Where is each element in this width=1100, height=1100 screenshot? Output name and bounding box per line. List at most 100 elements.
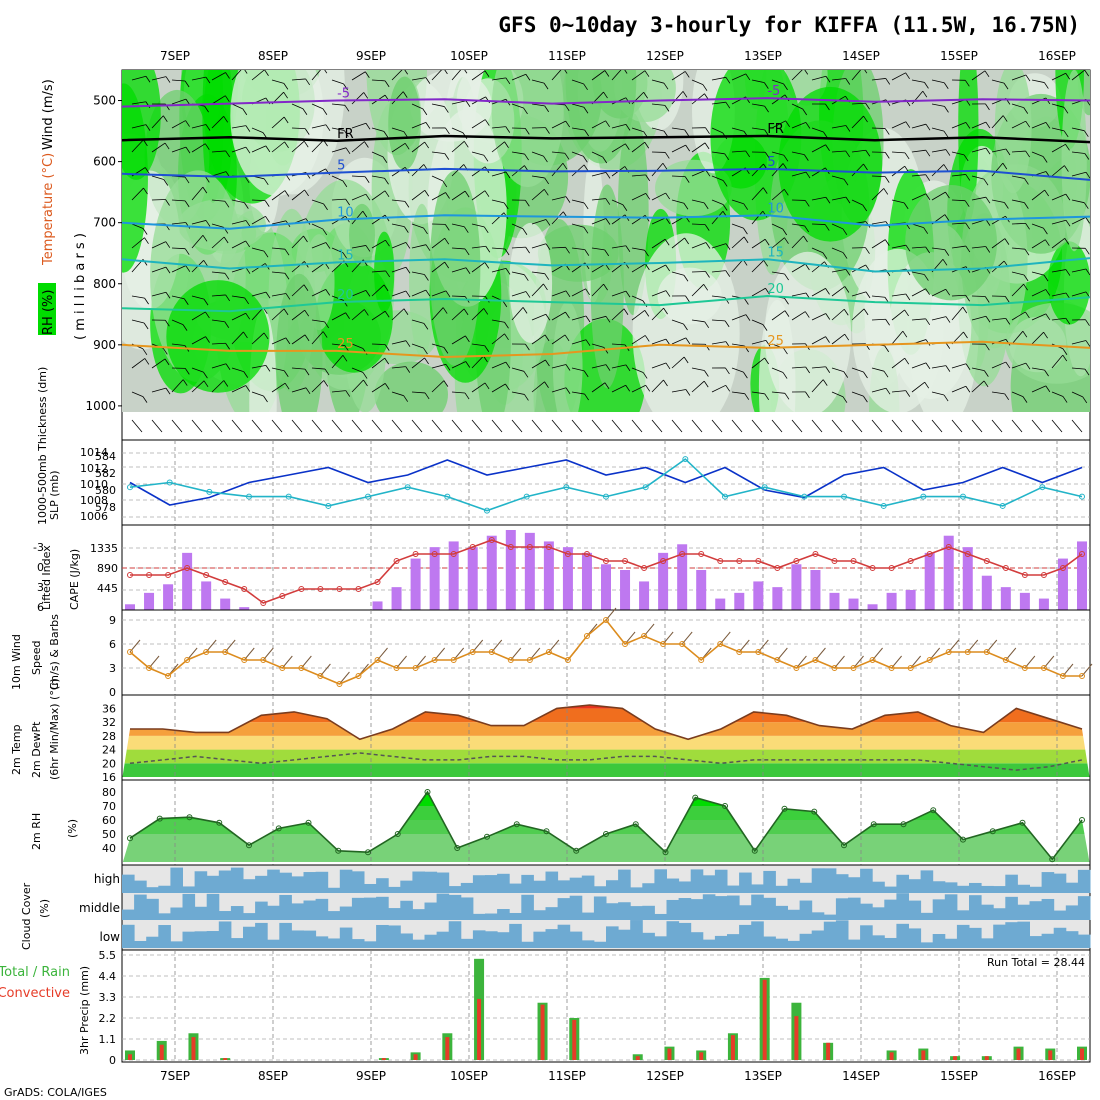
- upper-wind-barb-flag: [1005, 148, 1011, 156]
- cloud-bar: [170, 941, 183, 948]
- upper-wind-barb-flag: [904, 152, 910, 160]
- upper-wind-barb-flag: [1043, 227, 1048, 235]
- upper-wind-barb-flag: [945, 149, 951, 156]
- upper-wind-barb: [211, 271, 226, 274]
- upper-wind-barb: [831, 247, 844, 253]
- upper-wind-barb: [331, 312, 346, 321]
- upper-wind-barb: [691, 284, 704, 297]
- cloud-bar: [218, 911, 232, 920]
- upper-wind-barb: [311, 331, 324, 345]
- upper-wind-barb-flag: [565, 387, 571, 394]
- cloud-bar: [412, 871, 425, 893]
- upper-wind-barb-flag: [225, 150, 231, 158]
- upper-wind-barb: [311, 289, 326, 297]
- upper-wind-barb-flag: [365, 245, 371, 252]
- upper-wind-barb-flag: [665, 264, 671, 272]
- upper-wind-barb-flag: [564, 104, 570, 112]
- upper-wind-barb: [131, 237, 145, 249]
- upper-wind-barb-flag: [924, 381, 930, 389]
- lifted-index-line-point: [603, 558, 609, 564]
- upper-wind-barb-flag: [1044, 82, 1049, 89]
- upper-wind-barb-flag: [945, 191, 950, 199]
- upper-wind-barb: [391, 199, 405, 202]
- upper-wind-barb-flag: [683, 356, 689, 364]
- upper-wind-barb-flag: [265, 365, 271, 372]
- upper-wind-barb-flag: [745, 73, 751, 81]
- upper-wind-barb: [211, 342, 226, 345]
- upper-wind-barb: [231, 240, 246, 249]
- upper-wind-barb: [651, 362, 667, 369]
- cloud-bar: [1017, 884, 1030, 893]
- upper-wind-barb: [811, 223, 826, 225]
- upper-wind-barb: [311, 103, 324, 110]
- cloud-bar: [969, 895, 982, 920]
- upper-wind-barb: [911, 174, 926, 177]
- cloud-bar: [1029, 936, 1043, 948]
- upper-wind-barb-flag: [324, 368, 330, 376]
- upper-wind-barb-flag: [322, 228, 328, 236]
- upper-wind-barb-flag: [625, 385, 631, 392]
- upper-wind-barb: [751, 187, 764, 201]
- upper-wind-barb: [991, 162, 1004, 177]
- upper-wind-barb: [911, 288, 926, 297]
- wind-speed-line-point: [869, 657, 876, 663]
- upper-wind-barb-flag: [965, 174, 971, 181]
- rh-legend-swatch: [38, 283, 56, 335]
- upper-wind-barb-flag: [1044, 239, 1050, 246]
- upper-wind-barb-flag: [165, 241, 171, 248]
- upper-wind-barb-flag: [285, 337, 291, 345]
- upper-wind-barb-flag: [843, 371, 849, 378]
- cloud-bar: [557, 880, 571, 893]
- upper-wind-barb-flag: [185, 146, 191, 154]
- cloud-bar: [763, 870, 776, 893]
- upper-wind-barb-flag: [484, 345, 490, 352]
- upper-wind-barb-flag: [383, 131, 389, 138]
- cloud-bar: [158, 913, 171, 920]
- upper-wind-barb: [191, 311, 206, 321]
- upper-wind-barb-flag: [205, 124, 211, 131]
- upper-wind-barb-flag: [783, 155, 789, 162]
- upper-wind-barb: [811, 75, 827, 81]
- upper-wind-barb-flag: [804, 225, 810, 233]
- upper-wind-barb: [711, 175, 724, 181]
- lifted-index-line-point: [260, 600, 267, 606]
- upper-wind-barb: [771, 79, 784, 85]
- upper-wind-barb-flag: [1025, 150, 1030, 158]
- lifted-index-line-point: [622, 558, 629, 564]
- upper-wind-barb-flag: [504, 333, 509, 341]
- upper-wind-barb-flag: [185, 120, 190, 127]
- lifted-index-line-point: [545, 544, 552, 550]
- upper-wind-barb: [511, 307, 524, 321]
- upper-wind-barb: [531, 313, 547, 321]
- upper-wind-barb: [671, 356, 685, 369]
- upper-wind-barb: [851, 163, 864, 177]
- cloud-bar: [944, 894, 958, 920]
- cloud-bar: [944, 882, 958, 893]
- cloud-bar: [981, 885, 994, 893]
- cloud-bar: [327, 911, 341, 920]
- upper-wind-barb: [631, 247, 645, 251]
- upper-wind-barb-flag: [784, 310, 790, 317]
- temp-contour-label: -5: [337, 87, 350, 102]
- upper-wind-barb-flag: [263, 250, 269, 258]
- lifted-index-line-point: [298, 586, 305, 592]
- upper-wind-barb: [871, 367, 885, 372]
- lifted-index-line-point: [869, 565, 876, 571]
- upper-wind-barb: [371, 343, 386, 345]
- upper-wind-barb-flag: [585, 315, 591, 323]
- upper-wind-barb: [251, 247, 265, 252]
- upper-wind-barb-flag: [664, 105, 670, 112]
- cloud-bar: [122, 909, 135, 920]
- upper-wind-barb-flag: [623, 308, 629, 315]
- temp-label: Temperature (°C): [41, 153, 56, 266]
- lifted-index-line-point: [393, 558, 400, 564]
- upper-wind-barb: [971, 175, 985, 180]
- upper-wind-barb-flag: [1063, 107, 1069, 114]
- upper-wind-barb-flag: [665, 192, 671, 200]
- cloud-bar: [642, 905, 655, 920]
- upper-wind-barb-flag: [264, 70, 269, 76]
- upper-wind-barb-flag: [143, 139, 148, 147]
- surface-wind-barb: [931, 419, 943, 433]
- lifted-index-line-point: [907, 558, 914, 564]
